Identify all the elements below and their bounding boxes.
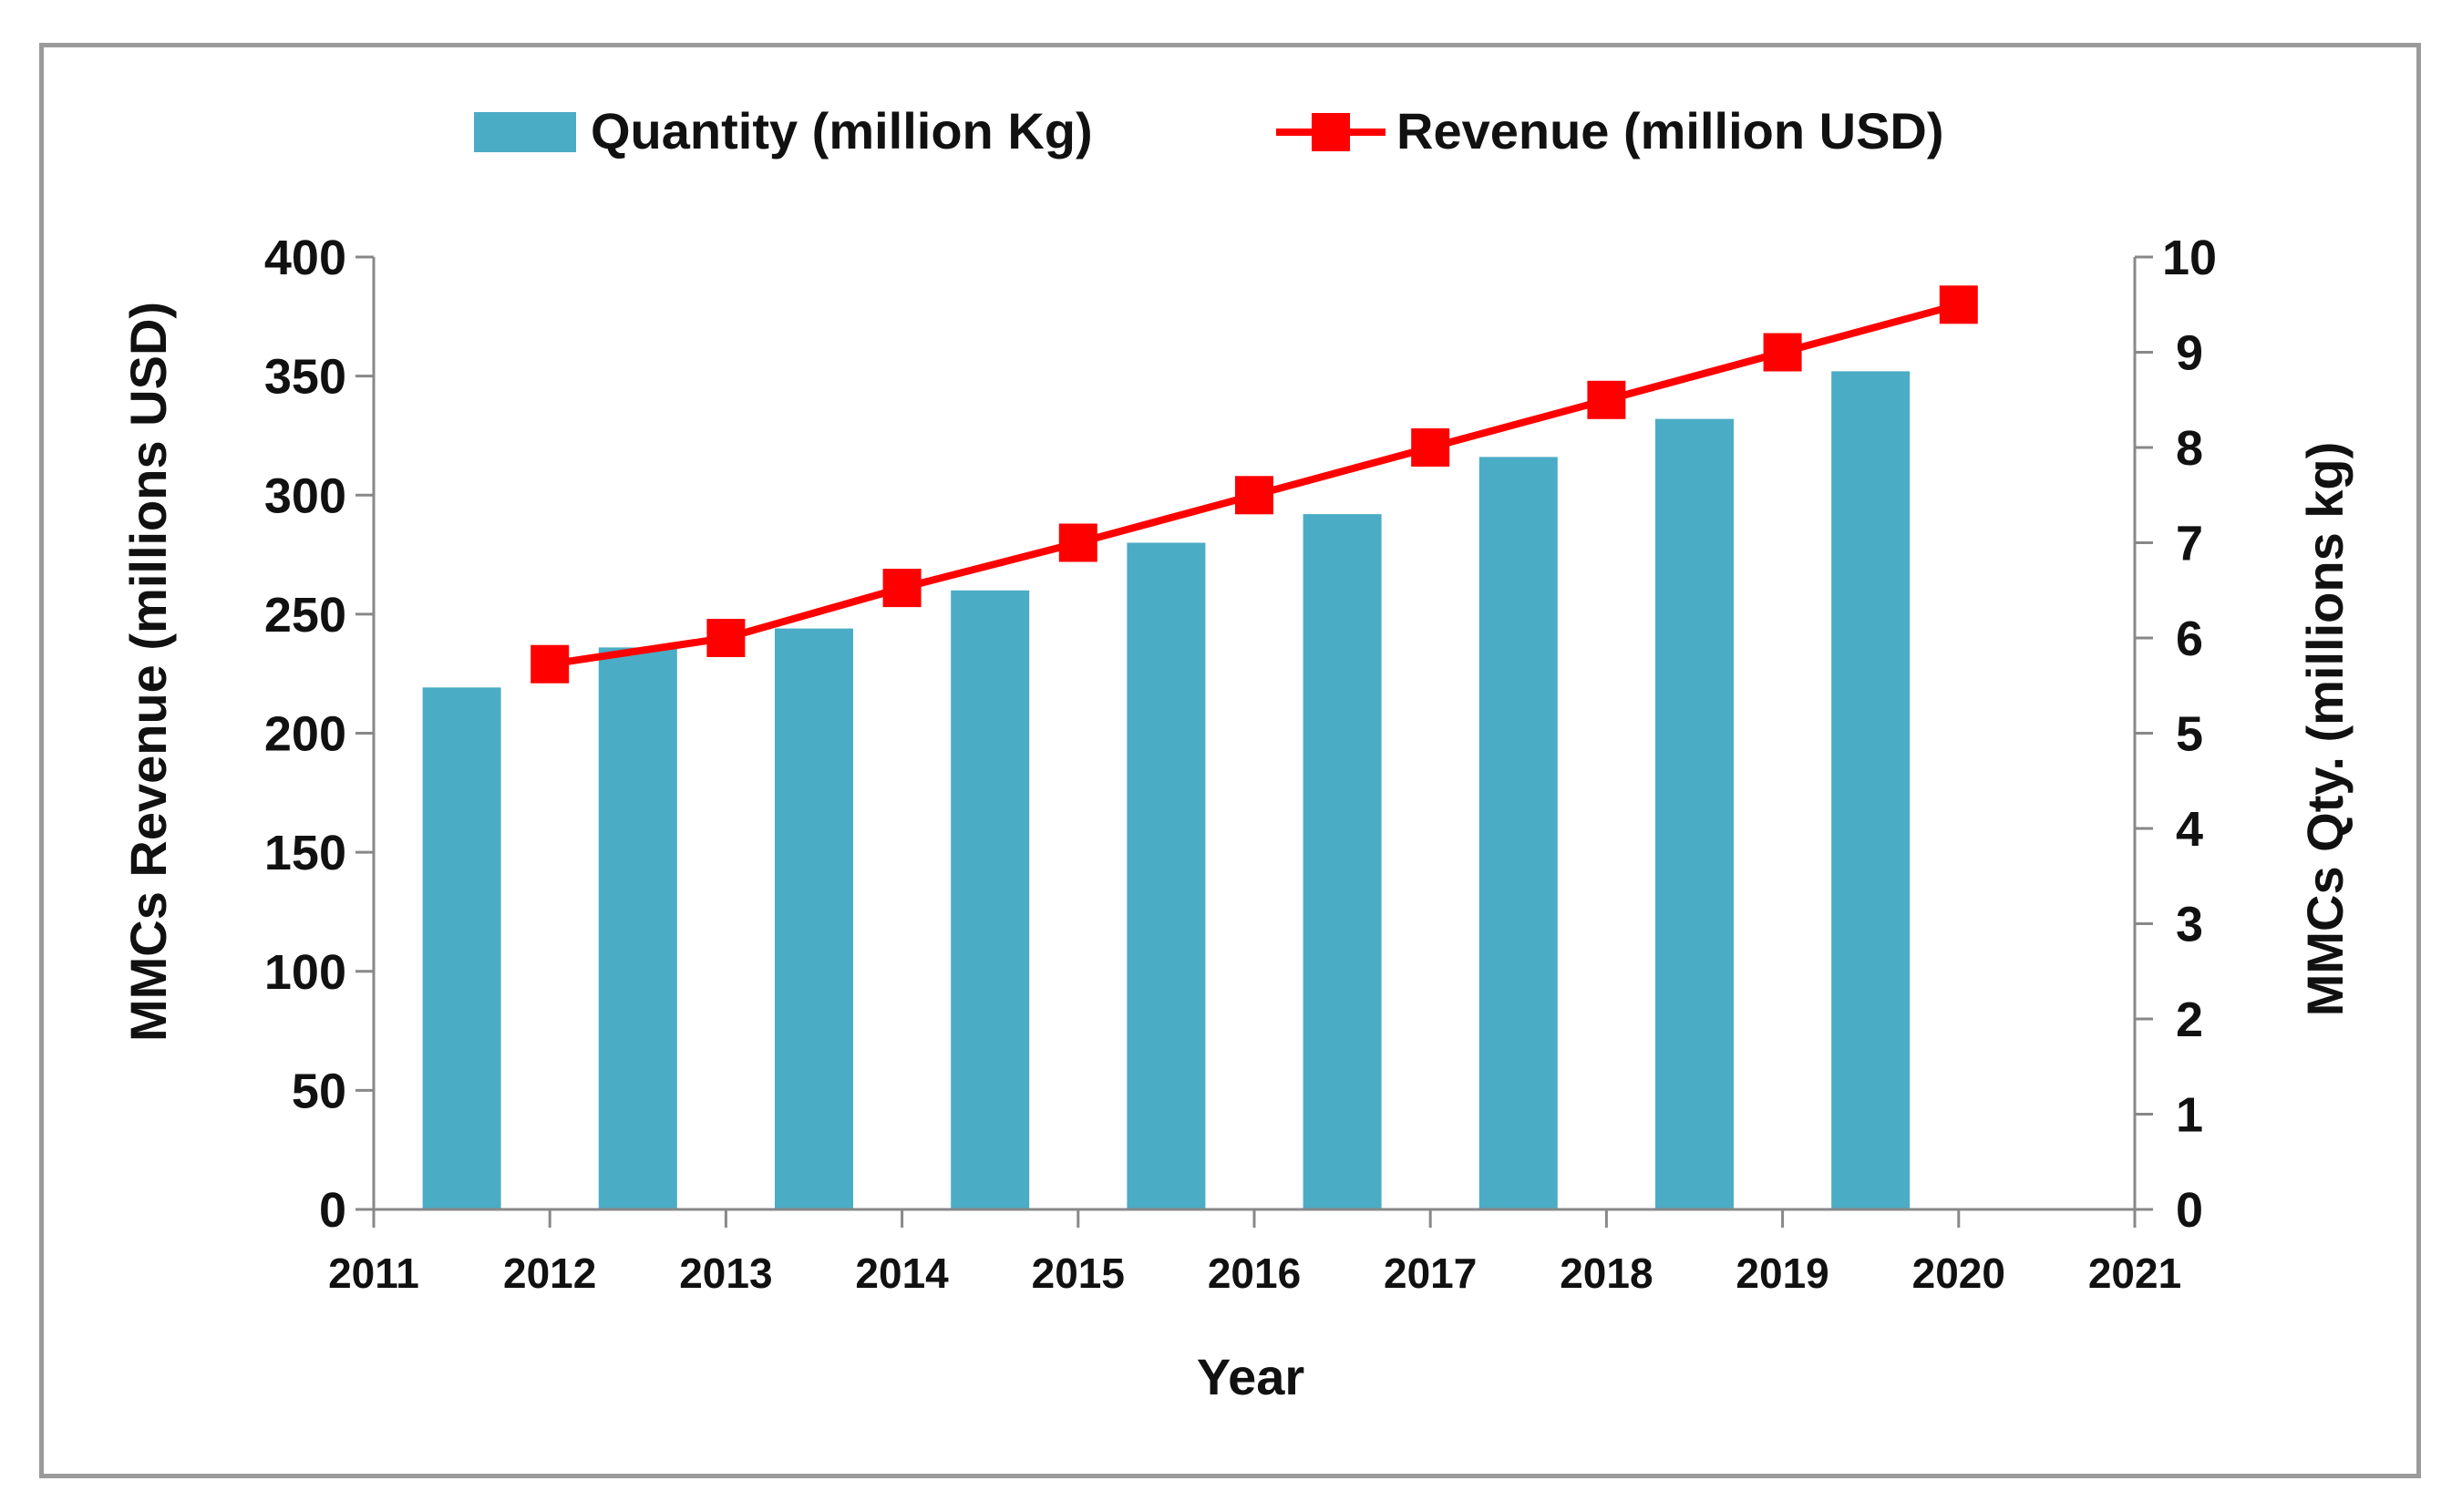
x-axis-title: Year: [1197, 1348, 1304, 1405]
x-tick-label-9: 2020: [1912, 1250, 2005, 1297]
bar-quantity-7: [1655, 418, 1734, 1210]
legend-label-quantity: Quantity (million Kg): [591, 102, 1093, 159]
bar-quantity-6: [1478, 457, 1558, 1209]
y-left-tick-label-1: 50: [292, 1064, 346, 1118]
bar-quantity-8: [1831, 371, 1911, 1209]
marker-revenue-1: [706, 619, 746, 657]
y-axis-right-title: MMCs Qty. (millions kg): [2296, 442, 2354, 1017]
y-left-tick-label-2: 100: [264, 945, 346, 1000]
x-tick-label-5: 2016: [1208, 1250, 1301, 1297]
line-series-revenue: [531, 285, 1978, 684]
x-tick-label-8: 2019: [1736, 1250, 1828, 1297]
marker-revenue-0: [531, 644, 570, 684]
y-right-tick-label-5: 5: [2176, 707, 2203, 762]
bar-quantity-4: [1127, 542, 1206, 1209]
marker-revenue-7: [1763, 333, 1802, 372]
legend-marker-revenue: [1312, 113, 1350, 151]
y-left-tick-label-6: 300: [264, 468, 346, 523]
marker-revenue-3: [1058, 523, 1097, 562]
y-left-tick-label-7: 350: [264, 350, 346, 405]
marker-revenue-8: [1939, 285, 1978, 324]
bar-series-quantity: [422, 371, 1911, 1210]
bar-quantity-5: [1303, 514, 1382, 1209]
y-right-tick-label-9: 9: [2176, 326, 2203, 381]
x-tick-label-0: 2011: [328, 1250, 419, 1297]
x-tick-label-2: 2013: [679, 1250, 772, 1297]
y-right-tick-label-8: 8: [2176, 421, 2203, 476]
x-tick-label-3: 2014: [855, 1250, 949, 1297]
x-tick-label-7: 2018: [1560, 1250, 1653, 1297]
y-left-tick-label-5: 250: [264, 588, 346, 643]
y-right-tick-label-4: 4: [2176, 802, 2203, 857]
bar-quantity-3: [951, 590, 1030, 1210]
x-tick-label-4: 2015: [1032, 1250, 1125, 1297]
y-right-tick-label-0: 0: [2176, 1183, 2203, 1238]
y-right-tick-label-2: 2: [2176, 993, 2203, 1047]
y-right-tick-label-1: 1: [2176, 1088, 2203, 1143]
bar-quantity-0: [422, 687, 501, 1209]
x-tick-label-10: 2021: [2088, 1250, 2181, 1297]
y-axis-left-title: MMCs Revenue (millions USD): [119, 302, 177, 1042]
y-left-tick-label-4: 200: [264, 707, 346, 762]
legend-swatch-quantity: [474, 112, 576, 152]
marker-revenue-2: [882, 569, 922, 608]
y-left-tick-label-3: 150: [264, 826, 346, 880]
marker-revenue-5: [1411, 428, 1450, 467]
y-right-tick-label-7: 7: [2176, 517, 2203, 571]
legend: Quantity (million Kg) Revenue (million U…: [474, 102, 1944, 159]
y-axis-right-ticks: 0 1 2 3 4 5 6 7 8 9 10: [2135, 231, 2217, 1238]
y-right-tick-label-10: 10: [2162, 231, 2217, 285]
y-axis-left-ticks: 0 50 100 150 200 250 300 350 400: [264, 231, 374, 1238]
y-right-tick-label-6: 6: [2176, 612, 2203, 666]
y-left-tick-label-8: 400: [264, 231, 346, 285]
bar-quantity-2: [775, 628, 853, 1209]
y-right-tick-label-3: 3: [2176, 898, 2203, 952]
x-tick-label-6: 2017: [1384, 1250, 1477, 1297]
marker-revenue-4: [1235, 476, 1273, 515]
legend-label-revenue: Revenue (million USD): [1396, 102, 1944, 159]
bar-quantity-1: [598, 647, 677, 1209]
marker-revenue-6: [1587, 380, 1626, 419]
x-tick-label-1: 2012: [503, 1250, 596, 1297]
y-left-tick-label-0: 0: [319, 1183, 346, 1238]
x-axis-ticks: 2011 2012 2013 2014 2015 2016 2017 2018 2019 2020…: [328, 1209, 2181, 1297]
